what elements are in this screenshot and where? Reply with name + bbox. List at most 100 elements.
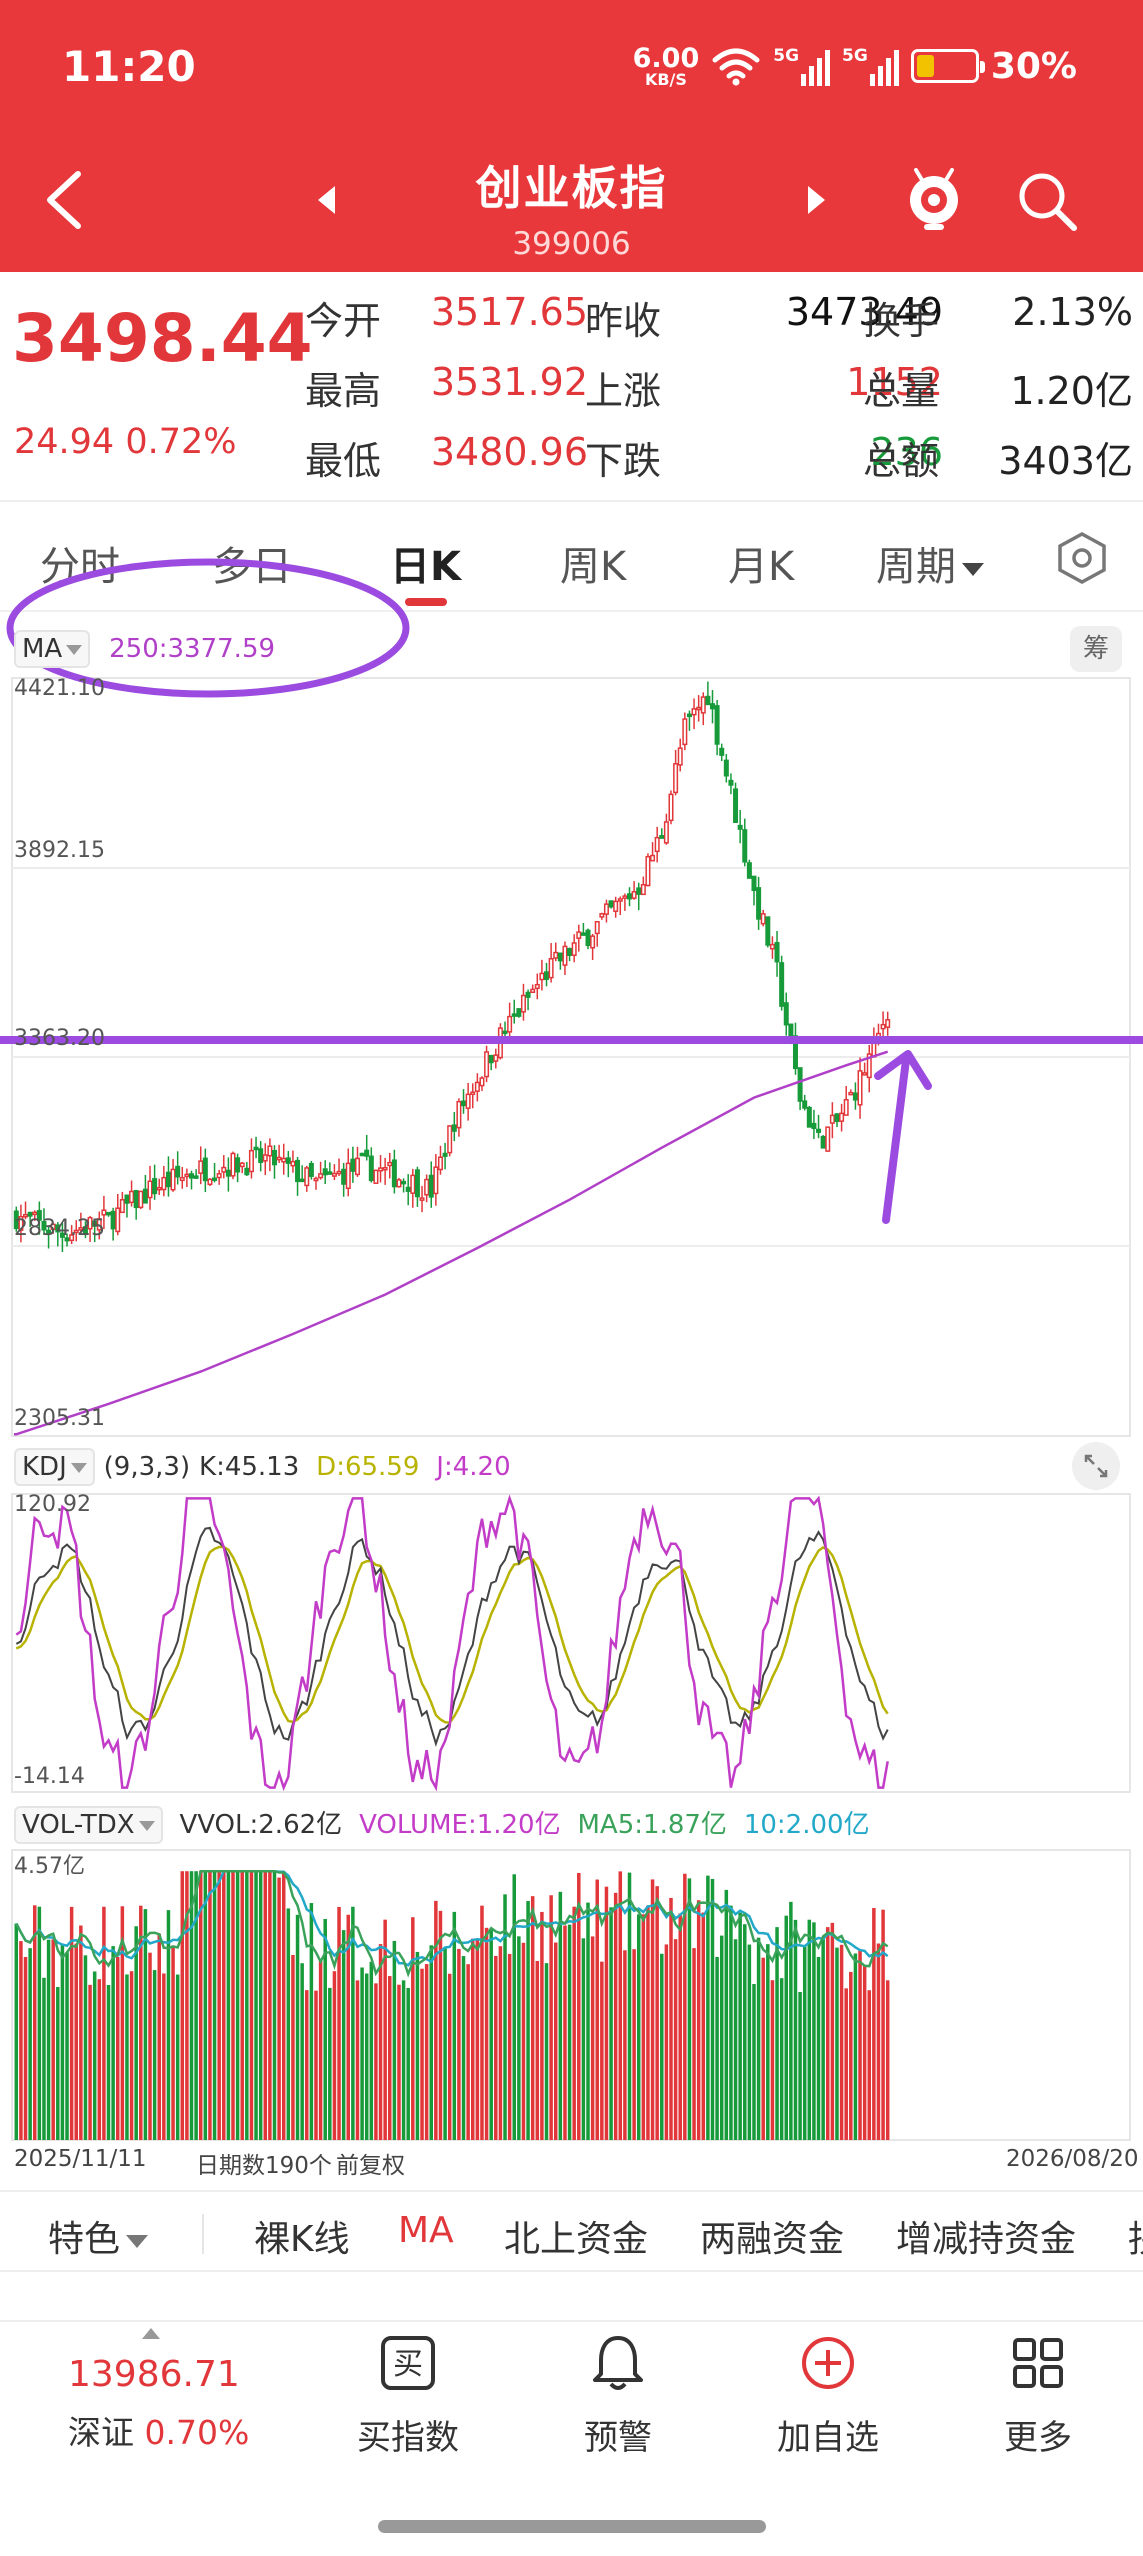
volume-bar bbox=[92, 1971, 97, 2140]
volume-bar bbox=[277, 1877, 281, 2140]
volume-indicator-select[interactable]: VOL-TDX bbox=[14, 1806, 163, 1844]
volume-bar bbox=[567, 1924, 572, 2140]
volume-bar bbox=[212, 1871, 217, 2140]
candle-body bbox=[373, 1169, 379, 1184]
robot-assistant-icon[interactable] bbox=[902, 162, 966, 234]
chevron-left-icon[interactable] bbox=[40, 168, 90, 232]
volume-bar bbox=[664, 1944, 669, 2140]
y-axis-label: 3892.15 bbox=[14, 838, 105, 863]
volume-bar bbox=[189, 1871, 194, 2140]
candle-body bbox=[267, 1145, 273, 1157]
volume-bar bbox=[397, 1984, 401, 2140]
ma-indicator-select[interactable]: MA bbox=[14, 630, 91, 668]
volume-bar bbox=[701, 1912, 706, 2140]
home-indicator[interactable] bbox=[378, 2520, 766, 2533]
candle-body bbox=[304, 1167, 310, 1187]
volume-bar bbox=[779, 1978, 784, 2140]
candle-body bbox=[493, 1054, 499, 1062]
more-button[interactable]: 更多 bbox=[948, 2332, 1128, 2459]
volume-bar bbox=[88, 1984, 92, 2140]
candle-body bbox=[87, 1216, 93, 1230]
expand-icon[interactable] bbox=[1072, 1442, 1120, 1490]
volume-bar bbox=[401, 1980, 406, 2140]
volume-bar bbox=[268, 1871, 272, 2140]
candle-body bbox=[659, 835, 665, 839]
candle-body bbox=[364, 1149, 370, 1157]
feature-northbound[interactable]: 北上资金 bbox=[504, 2219, 649, 2260]
candle-body bbox=[820, 1135, 826, 1149]
kdj-indicator-select[interactable]: KDJ bbox=[14, 1448, 95, 1486]
shenzhen-index-value[interactable]: 13986.71 bbox=[68, 2354, 240, 2395]
candle-body bbox=[866, 1053, 872, 1079]
volume-bar bbox=[475, 1938, 480, 2140]
volume-bar bbox=[572, 1906, 576, 2140]
triangle-left-icon[interactable] bbox=[318, 186, 335, 214]
chips-button[interactable]: 筹 bbox=[1070, 626, 1122, 672]
volume-bar bbox=[281, 1871, 286, 2140]
volume-bar bbox=[706, 1875, 710, 2140]
volume-bar bbox=[466, 1964, 470, 2140]
triangle-right-icon[interactable] bbox=[808, 186, 825, 214]
volume-bar bbox=[872, 1908, 876, 2140]
volume-bar bbox=[231, 1871, 235, 2140]
volume-bar bbox=[355, 1980, 360, 2140]
volume-bar bbox=[125, 1974, 129, 2140]
feature-special[interactable]: 特色 bbox=[48, 2210, 149, 2262]
buy-index-button[interactable]: 买 买指数 bbox=[318, 2332, 498, 2459]
kline-chart[interactable] bbox=[0, 0, 1143, 2190]
volume-bar bbox=[157, 1933, 161, 2140]
feature-overflow[interactable]: 拐 bbox=[1128, 2210, 1143, 2262]
tab-period[interactable]: 周期 bbox=[876, 534, 984, 592]
candle-body bbox=[571, 942, 577, 956]
add-watchlist-button[interactable]: 加自选 bbox=[738, 2332, 918, 2459]
volume-bar bbox=[295, 1914, 300, 2140]
candle-body bbox=[811, 1122, 817, 1129]
feature-strip: 特色 裸K线 MA 北上资金 两融资金 增减持资金 拐 bbox=[0, 2190, 1143, 2272]
volume-bar bbox=[683, 1873, 687, 2140]
feature-margin[interactable]: 两融资金 bbox=[700, 2219, 845, 2260]
volume-bar bbox=[530, 1896, 535, 2140]
volume-bar bbox=[484, 1927, 489, 2140]
candle-body bbox=[456, 1100, 462, 1129]
volume-bar bbox=[240, 1871, 244, 2140]
alert-button[interactable]: 预警 bbox=[528, 2332, 708, 2459]
buy-index-icon: 买 bbox=[381, 2336, 435, 2390]
volume-bar bbox=[443, 1948, 447, 2140]
triangle-up-icon[interactable] bbox=[142, 2328, 160, 2339]
search-icon[interactable] bbox=[1014, 168, 1080, 234]
candle-body bbox=[46, 1229, 52, 1235]
feature-holdings-change[interactable]: 增减持资金 bbox=[896, 2219, 1077, 2260]
shenzhen-index[interactable]: 深证 0.70% bbox=[68, 2406, 249, 2454]
candle-body bbox=[142, 1188, 148, 1204]
candle-body bbox=[857, 1070, 863, 1106]
volume-bar bbox=[789, 1901, 793, 2140]
candle-body bbox=[258, 1148, 264, 1163]
volume-bar bbox=[374, 1983, 378, 2140]
candle-body bbox=[424, 1178, 430, 1196]
volume-bar bbox=[258, 1871, 263, 2140]
volume-bar bbox=[120, 1906, 125, 2140]
tab-weekly-k[interactable]: 周K bbox=[560, 544, 627, 590]
feature-ma[interactable]: MA bbox=[398, 2210, 454, 2251]
tab-daily-k[interactable]: 日K bbox=[390, 544, 461, 590]
hexagon-settings-icon[interactable] bbox=[1056, 530, 1108, 586]
tab-intraday[interactable]: 分时 bbox=[40, 544, 120, 590]
tab-monthly-k[interactable]: 月K bbox=[728, 544, 795, 590]
candle-body bbox=[544, 971, 550, 980]
candle-body bbox=[825, 1126, 831, 1152]
volume-bar bbox=[521, 1942, 526, 2140]
candle-body bbox=[41, 1221, 47, 1231]
vol-ma10-value: 10:2.00亿 bbox=[743, 1810, 870, 1840]
feature-naked-k[interactable]: 裸K线 bbox=[254, 2219, 350, 2260]
annotation-arrow-shaft bbox=[882, 1056, 910, 1224]
candle-body bbox=[161, 1176, 167, 1191]
volume-bar bbox=[263, 1871, 268, 2140]
page-title: 创业板指 bbox=[475, 161, 668, 215]
volume-bar bbox=[678, 1913, 682, 2140]
volume-bar bbox=[660, 1953, 664, 2140]
volume-bar bbox=[867, 1990, 872, 2140]
candle-body bbox=[59, 1232, 65, 1238]
candle-body bbox=[728, 779, 734, 786]
candle-body bbox=[696, 706, 702, 711]
volume-bar bbox=[139, 1905, 143, 2140]
